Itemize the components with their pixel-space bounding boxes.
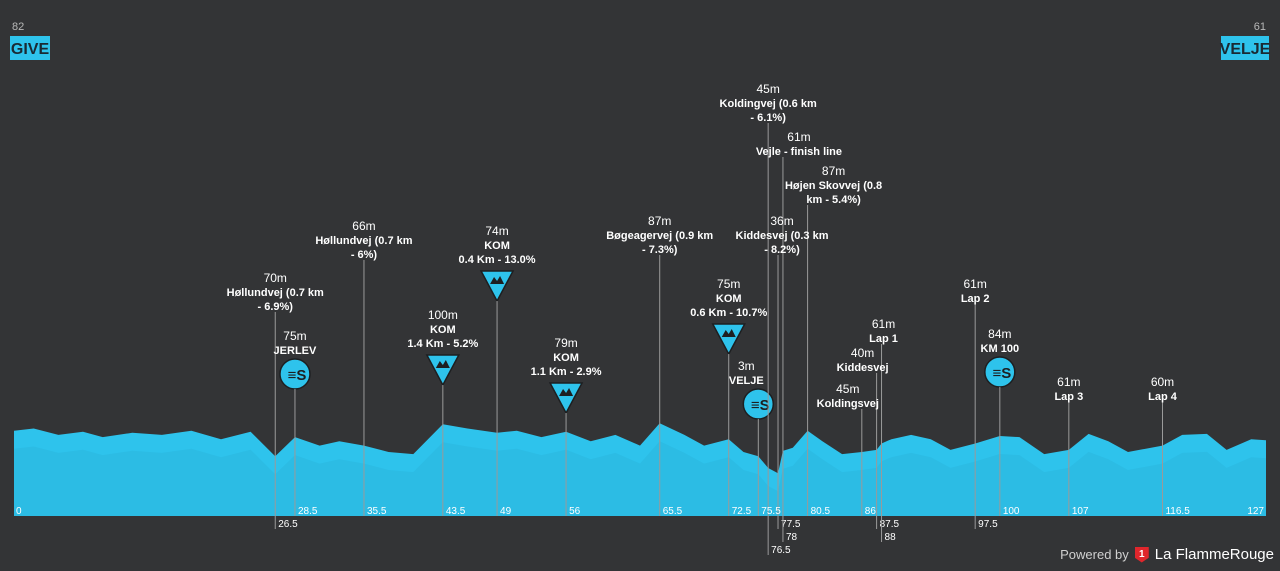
x-tick-label: 26.5 [278, 519, 298, 530]
x-tick-label: 28.5 [298, 506, 318, 517]
annotation-altitude: 87m [648, 214, 671, 228]
annotation-altitude: 75m [717, 277, 740, 291]
annotation-altitude: 60m [1151, 375, 1174, 389]
kom-climb-icon [479, 270, 515, 303]
annotation-altitude: 61m [787, 130, 810, 144]
kom-climb-icon [711, 323, 746, 356]
x-tick-label: 65.5 [663, 506, 683, 517]
mountain-glyph-icon [490, 276, 505, 284]
annotation-label: KOM [553, 352, 579, 364]
x-tick-label: 0 [16, 506, 22, 517]
annotation-altitude: 61m [872, 317, 895, 331]
x-tick-label: 80.5 [811, 506, 831, 517]
annotation-altitude: 45m [836, 382, 859, 396]
x-tick-label: 100 [1003, 506, 1020, 517]
annotation-label: - 6%) [351, 249, 378, 261]
finish-town-box [1221, 36, 1269, 60]
annotation-label: Lap 4 [1148, 391, 1178, 403]
annotation-altitude: 45m [756, 82, 779, 96]
annotation-altitude: 36m [770, 214, 793, 228]
finish-altitude: 61 [1254, 21, 1266, 33]
annotation-label: Kiddesvej [837, 362, 889, 374]
annotation-altitude: 61m [964, 277, 987, 291]
annotation-label: Vejle - finish line [756, 146, 842, 158]
kom-climb-icon [548, 382, 584, 415]
annotation-altitude: 70m [264, 271, 287, 285]
x-tick-label: 76.5 [771, 545, 791, 556]
sprint-s-glyph-icon: ≡S [288, 367, 307, 384]
annotation-label: KOM [716, 293, 742, 305]
flamme-rouge-logo: 1 [1134, 546, 1149, 563]
annotation-label: - 7.3%) [642, 244, 678, 256]
brand-name: La FlammeRouge [1154, 546, 1274, 563]
elevation-profile-area [14, 423, 1266, 516]
x-tick-label: 97.5 [978, 519, 998, 530]
annotation-label: km - 5.4%) [806, 194, 861, 206]
mountain-glyph-icon [559, 388, 574, 396]
annotation-altitude: 40m [851, 346, 874, 360]
x-tick-label: 127 [1247, 506, 1264, 517]
annotation-altitude: 87m [822, 164, 845, 178]
start-altitude: 82 [12, 21, 24, 33]
annotation-label: Koldingsvej [817, 398, 879, 410]
annotation-altitude: 74m [485, 224, 508, 238]
annotation-label: VELJE [729, 375, 764, 387]
finish-town-name: VELJE [1220, 41, 1271, 58]
x-tick-label: 88 [885, 532, 897, 543]
annotation-label: KOM [484, 240, 510, 252]
annotation-label: Koldingvej (0.6 km [720, 98, 817, 110]
annotation-label: 1.4 Km - 5.2% [407, 338, 478, 350]
annotation-label: Bøgeagervej (0.9 km [606, 230, 713, 242]
x-tick-label: 49 [500, 506, 512, 517]
annotation-altitude: 84m [988, 327, 1011, 341]
x-tick-label: 78 [786, 532, 798, 543]
annotation-label: 0.6 Km - 10.7% [690, 307, 767, 319]
annotation-label: Høllundvej (0.7 km [315, 235, 412, 247]
x-tick-label: 56 [569, 506, 581, 517]
mountain-glyph-icon [435, 360, 450, 368]
annotation-label: JERLEV [274, 345, 317, 357]
annotation-label: Høllundvej (0.7 km [227, 287, 324, 299]
x-tick-label: 77.5 [781, 519, 801, 530]
annotation-altitude: 79m [554, 336, 577, 350]
annotation-label: Lap 2 [961, 293, 990, 305]
x-tick-label: 35.5 [367, 506, 387, 517]
annotation-label: 0.4 Km - 13.0% [459, 254, 536, 266]
x-tick-label: 43.5 [446, 506, 466, 517]
annotation-altitude: 66m [352, 219, 375, 233]
annotation-label: Kiddesvej (0.3 km [736, 230, 829, 242]
sprint-s-glyph-icon: ≡S [751, 397, 770, 414]
x-tick-label: 86 [865, 506, 877, 517]
x-tick-label: 87.5 [880, 519, 900, 530]
annotation-altitude: 75m [283, 329, 306, 343]
annotation-label: - 6.1%) [750, 112, 786, 124]
annotation-label: - 8.2%) [764, 244, 800, 256]
powered-by-text: Powered by [1060, 547, 1129, 562]
annotation-label: Lap 3 [1054, 391, 1083, 403]
start-town-box [10, 36, 50, 60]
annotation-label: KM 100 [981, 343, 1020, 355]
annotation-label: KOM [430, 324, 456, 336]
x-tick-label: 116.5 [1165, 506, 1190, 517]
annotation-label: Lap 1 [869, 333, 898, 345]
annotation-label: - 6.9%) [258, 301, 294, 313]
annotation-label: 1.1 Km - 2.9% [531, 366, 602, 378]
annotation-altitude: 100m [428, 308, 458, 322]
annotation-altitude: 3m [738, 359, 755, 373]
x-tick-label: 75.5 [761, 506, 781, 517]
mountain-glyph-icon [721, 329, 736, 337]
start-town-name: GIVE [11, 41, 50, 58]
kom-climb-icon [425, 354, 461, 387]
elevation-profile-shade [14, 441, 1266, 516]
credit: Powered by 1 La FlammeRouge [1060, 546, 1274, 563]
annotation-altitude: 61m [1057, 375, 1080, 389]
x-tick-label: 72.5 [732, 506, 752, 517]
annotation-label: Højen Skovvej (0.8 [785, 180, 882, 192]
x-tick-label: 107 [1072, 506, 1089, 517]
sprint-s-glyph-icon: ≡S [992, 365, 1011, 382]
